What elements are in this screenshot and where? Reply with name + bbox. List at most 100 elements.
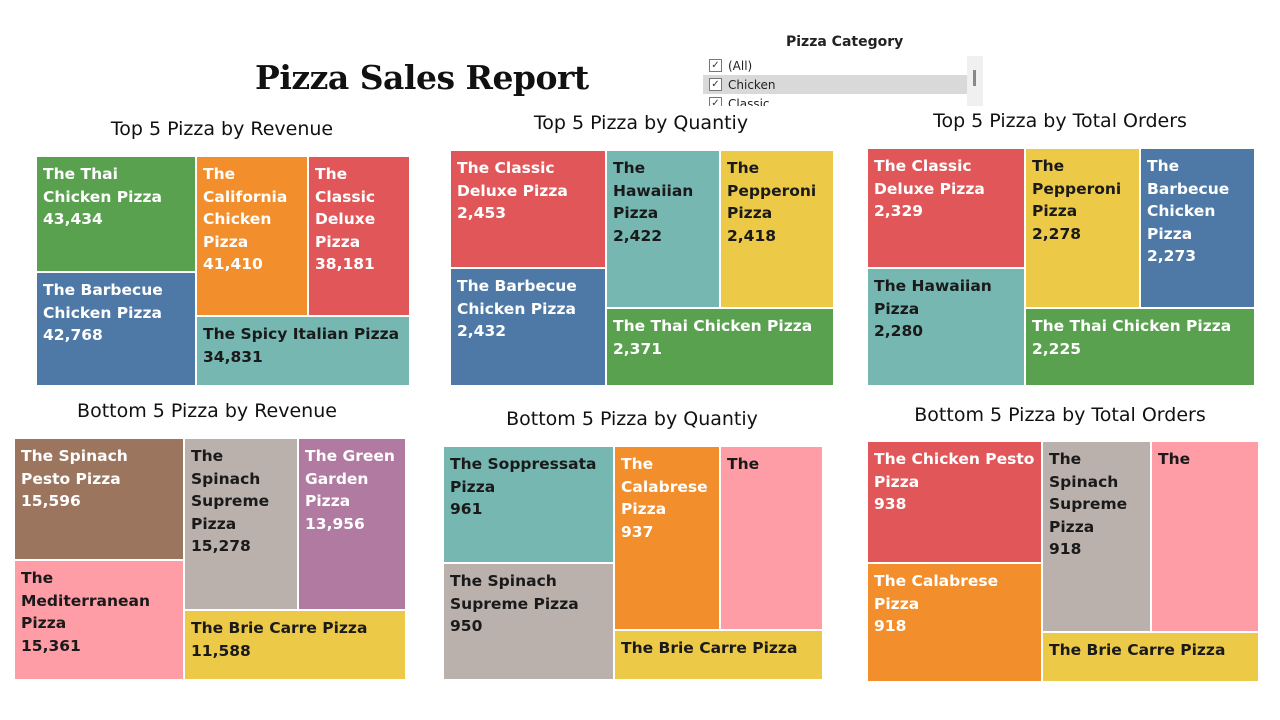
treemap-cell[interactable]: The Hawaiian Pizza 2,280 — [867, 268, 1025, 386]
checkbox-icon[interactable]: ✓ — [709, 59, 722, 72]
treemap-cell[interactable]: The Green Garden Pizza 13,956 — [298, 438, 406, 610]
chart-title: Bottom 5 Pizza by Total Orders — [914, 404, 1206, 426]
cell-label: The Pepperoni Pizza — [727, 159, 817, 222]
chart-title: Top 5 Pizza by Revenue — [110, 118, 334, 140]
cell-label: The Brie Carre Pizza — [1049, 641, 1226, 659]
cell-label: The Chicken Pesto Pizza — [874, 450, 1035, 491]
cell-value: 2,280 — [874, 322, 924, 340]
treemap-cell[interactable]: The Thai Chicken Pizza 2,225 — [1025, 308, 1255, 386]
cell-label: The Brie Carre Pizza — [191, 619, 368, 637]
cell-value: 918 — [874, 617, 907, 635]
cell-label: The Pepperoni Pizza — [1032, 157, 1122, 220]
cell-value: 2,225 — [1032, 339, 1082, 358]
cell-label: The Barbecue Chicken Pizza — [457, 277, 577, 318]
cell-value: 2,371 — [613, 339, 663, 358]
treemap-cell[interactable]: The — [720, 446, 823, 630]
cell-label: The Brie Carre Pizza — [621, 639, 798, 657]
cell-label: The — [1158, 450, 1191, 468]
cell-label: The Spinach Supreme Pizza — [1049, 450, 1128, 536]
cell-value: 43,434 — [43, 210, 103, 228]
cell-value: 11,588 — [191, 641, 251, 660]
treemap-cell[interactable]: The Thai Chicken Pizza 2,371 — [606, 308, 834, 386]
cell-label: The California Chicken Pizza — [203, 165, 288, 251]
filter-option-classic[interactable]: ✓ Classic — [703, 94, 967, 106]
cell-label: The Barbecue Chicken Pizza — [43, 281, 163, 322]
cell-label: The Hawaiian Pizza — [613, 159, 694, 222]
treemap-cell[interactable]: The Barbecue Chicken Pizza 2,273 — [1140, 148, 1255, 308]
cell-label: The Green Garden Pizza — [305, 447, 395, 510]
treemap-cell[interactable]: The Spinach Pesto Pizza 15,596 — [14, 438, 184, 560]
cell-label: The Spinach Supreme Pizza — [191, 447, 270, 533]
treemap-cell[interactable]: The Spinach Supreme Pizza 950 — [443, 563, 614, 680]
treemap-cell[interactable]: The Brie Carre Pizza — [614, 630, 823, 680]
filter-options-list[interactable]: ✓ (All) ✓ Chicken ✓ Classic — [703, 56, 967, 106]
treemap-cell[interactable]: The Spinach Supreme Pizza 15,278 — [184, 438, 298, 610]
treemap-cell[interactable]: The Soppressata Pizza 961 — [443, 446, 614, 563]
cell-label: The Thai Chicken Pizza — [43, 165, 162, 206]
cell-value: 918 — [1049, 540, 1082, 558]
filter-option-all[interactable]: ✓ (All) — [703, 56, 967, 75]
cell-label: The Mediterranean Pizza — [21, 569, 151, 632]
treemap-cell[interactable]: The Mediterranean Pizza 15,361 — [14, 560, 184, 680]
cell-value: 13,956 — [305, 514, 365, 533]
treemap-cell[interactable]: The Spinach Supreme Pizza 918 — [1042, 441, 1151, 632]
treemap-cell[interactable]: The — [1151, 441, 1259, 632]
chart-title: Bottom 5 Pizza by Quantiy — [506, 408, 758, 430]
cell-value: 2,278 — [1032, 224, 1082, 243]
filter-option-chicken[interactable]: ✓ Chicken — [703, 75, 967, 94]
cell-label: The Spinach Supreme Pizza — [450, 572, 579, 613]
treemap-cell[interactable]: The Spicy Italian Pizza 34,831 — [196, 316, 410, 386]
cell-value: 41,410 — [203, 255, 263, 273]
cell-label: The Calabrese Pizza — [874, 572, 999, 613]
treemap-cell[interactable]: The Chicken Pesto Pizza 938 — [867, 441, 1042, 563]
treemap-cell[interactable]: The Hawaiian Pizza 2,422 — [606, 150, 720, 308]
cell-value: 2,432 — [457, 322, 507, 340]
treemap-cell[interactable]: The Classic Deluxe Pizza 38,181 — [308, 156, 410, 316]
checkbox-icon[interactable]: ✓ — [709, 97, 722, 106]
treemap-cell[interactable]: The Barbecue Chicken Pizza 2,432 — [450, 268, 606, 386]
treemap-cell[interactable]: The Classic Deluxe Pizza 2,453 — [450, 150, 606, 268]
treemap-cell[interactable]: The Calabrese Pizza 937 — [614, 446, 720, 630]
filter-title: Pizza Category — [786, 34, 904, 50]
treemap-cell[interactable]: The Barbecue Chicken Pizza 42,768 — [36, 272, 196, 386]
pizza-category-filter[interactable]: Pizza Category ✓ (All) ✓ Chicken ✓ Class… — [703, 30, 985, 106]
filter-scrollbar[interactable] — [967, 56, 983, 106]
filter-option-label: (All) — [728, 58, 753, 73]
cell-label: The Barbecue Chicken Pizza — [1147, 157, 1230, 243]
cell-label: The Thai Chicken Pizza — [1032, 317, 1232, 335]
chart-title: Bottom 5 Pizza by Revenue — [77, 400, 337, 422]
cell-label: The Hawaiian Pizza — [874, 277, 992, 318]
treemap-cell[interactable]: The Brie Carre Pizza 11,588 — [184, 610, 406, 680]
cell-value: 2,273 — [1147, 247, 1197, 265]
report-title: Pizza Sales Report — [255, 58, 589, 97]
cell-label: The Spinach Pesto Pizza — [21, 447, 128, 488]
checkbox-icon[interactable]: ✓ — [709, 78, 722, 91]
scrollbar-thumb[interactable] — [973, 70, 976, 86]
treemap-cell[interactable]: The Brie Carre Pizza — [1042, 632, 1259, 682]
cell-value: 15,278 — [191, 537, 251, 555]
filter-option-label: Classic — [728, 96, 770, 107]
treemap-cell[interactable]: The Classic Deluxe Pizza 2,329 — [867, 148, 1025, 268]
cell-value: 34,831 — [203, 347, 263, 366]
cell-value: 42,768 — [43, 326, 103, 344]
cell-label: The Classic Deluxe Pizza — [874, 157, 985, 198]
cell-value: 938 — [874, 495, 907, 513]
treemap-cell[interactable]: The Pepperoni Pizza 2,418 — [720, 150, 834, 308]
cell-value: 2,422 — [613, 226, 663, 245]
treemap-cell[interactable]: The California Chicken Pizza 41,410 — [196, 156, 308, 316]
cell-value: 950 — [450, 617, 483, 635]
cell-label: The — [727, 455, 760, 473]
cell-value: 38,181 — [315, 255, 375, 273]
cell-label: The Soppressata Pizza — [450, 455, 597, 496]
cell-value: 2,453 — [457, 204, 507, 222]
treemap-cell[interactable]: The Pepperoni Pizza 2,278 — [1025, 148, 1140, 308]
cell-label: The Classic Deluxe Pizza — [315, 165, 376, 251]
cell-value: 2,329 — [874, 202, 924, 220]
treemap-cell[interactable]: The Thai Chicken Pizza 43,434 — [36, 156, 196, 272]
chart-title: Top 5 Pizza by Quantiy — [533, 112, 749, 134]
cell-label: The Calabrese Pizza — [621, 455, 708, 518]
cell-label: The Thai Chicken Pizza — [613, 317, 813, 335]
cell-value: 937 — [621, 522, 654, 541]
treemap-cell[interactable]: The Calabrese Pizza 918 — [867, 563, 1042, 682]
cell-value: 15,361 — [21, 636, 81, 655]
